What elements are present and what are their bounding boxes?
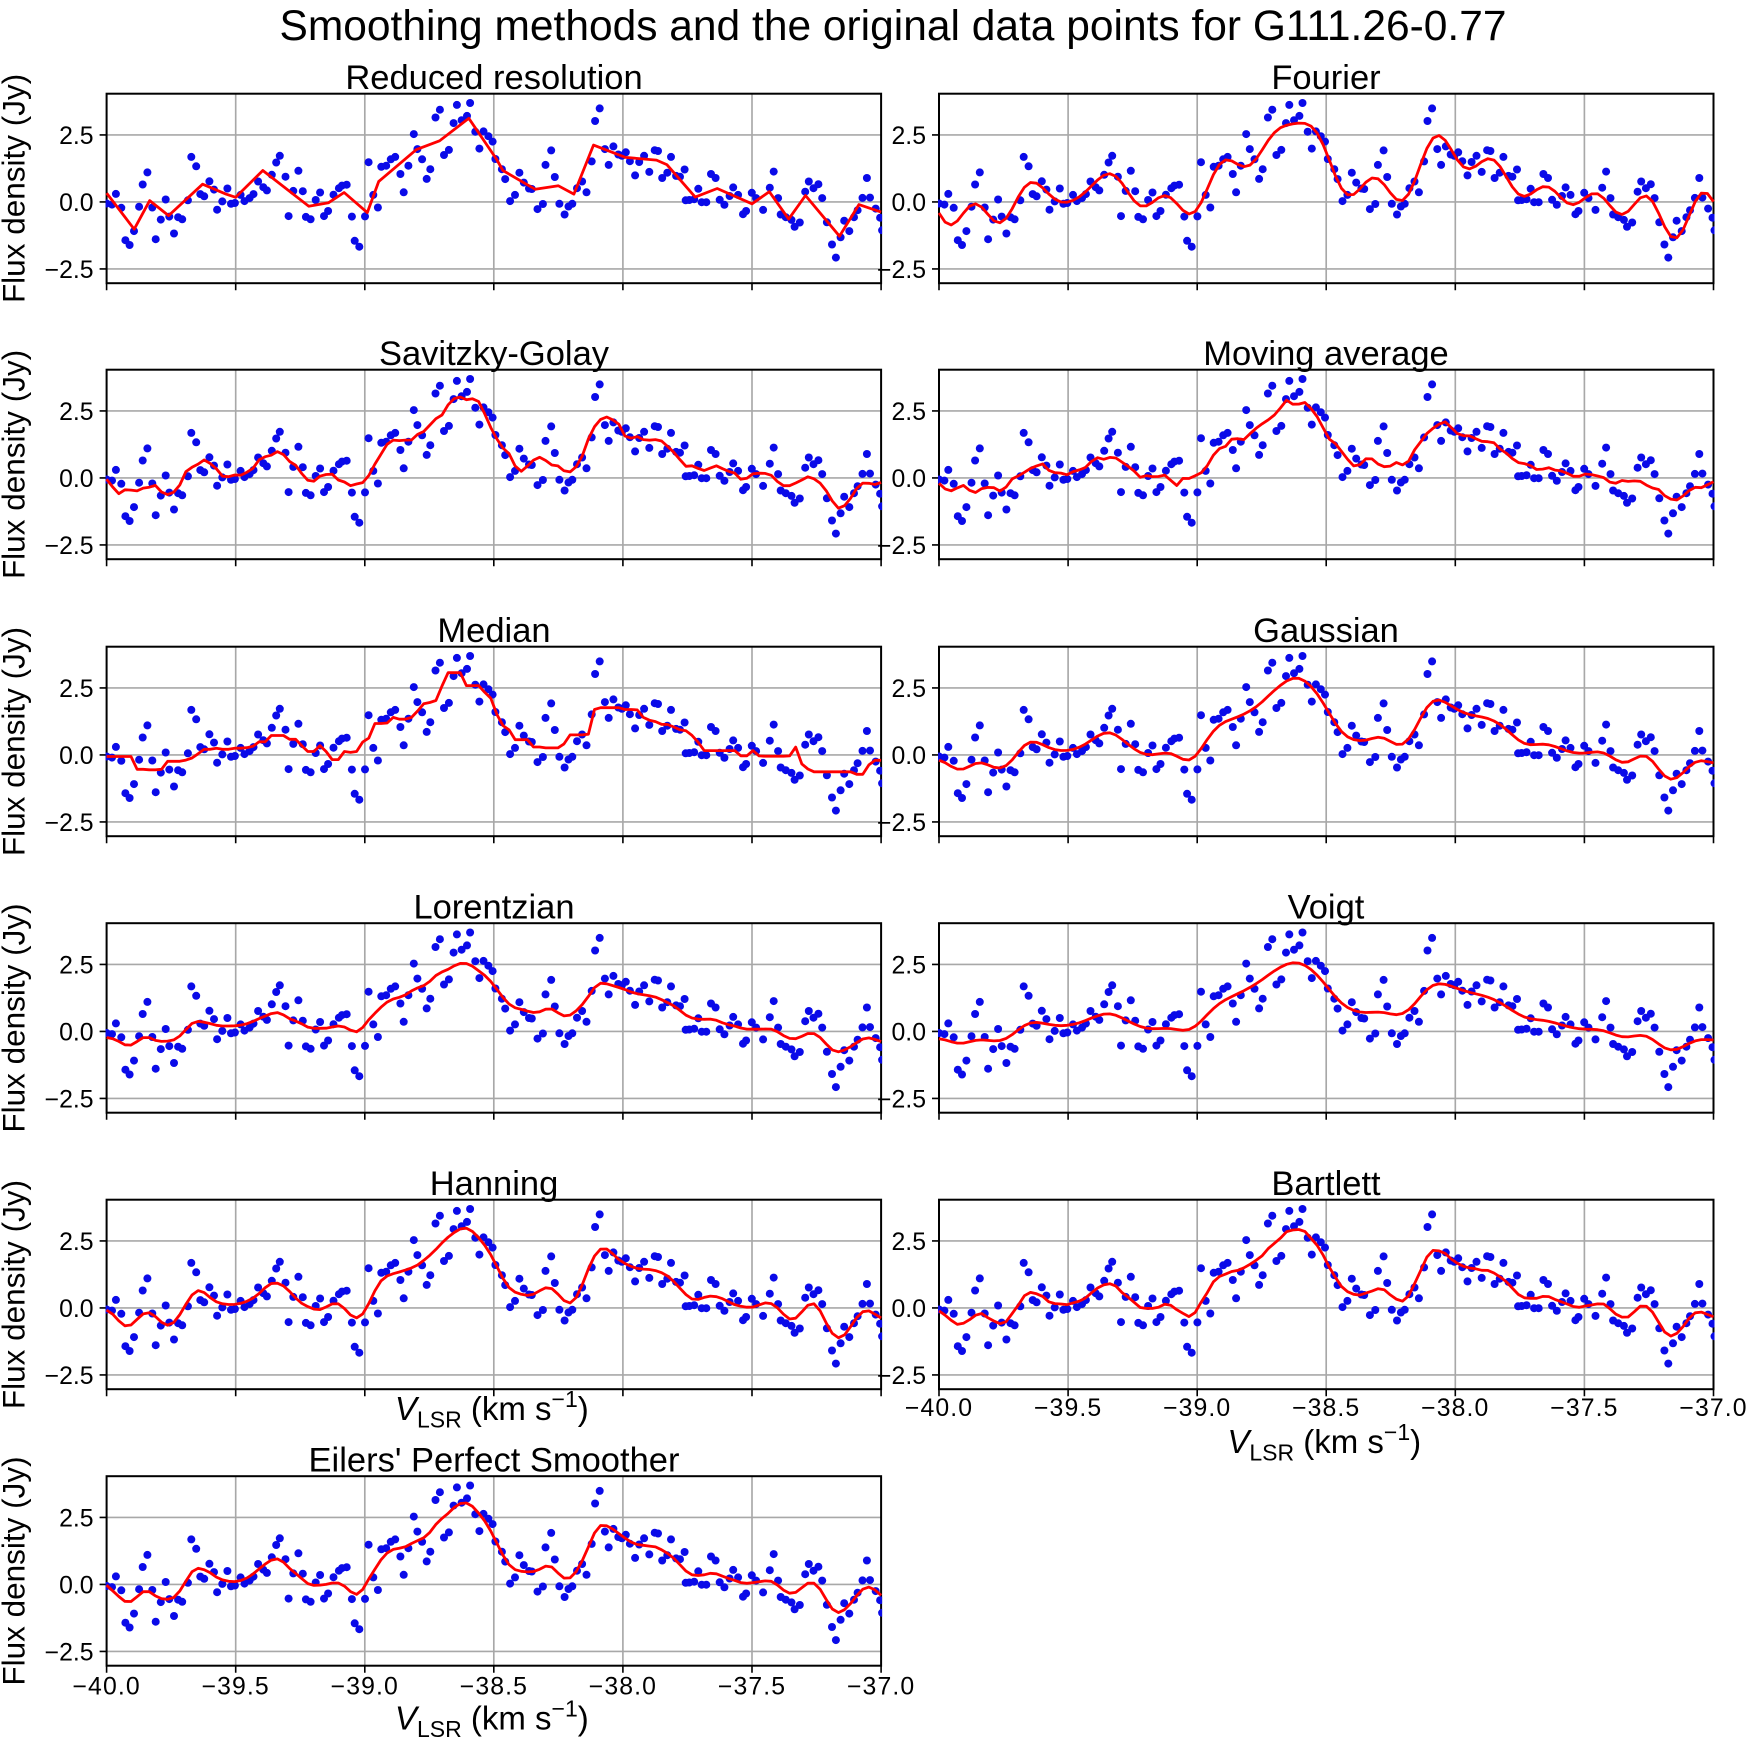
svg-text:−37.5: −37.5 bbox=[718, 1674, 786, 1701]
svg-text:VLSR (km s−1): VLSR (km s−1) bbox=[1227, 1419, 1421, 1466]
svg-text:−2.5: −2.5 bbox=[877, 810, 926, 837]
svg-text:−37.0: −37.0 bbox=[1679, 1395, 1747, 1422]
svg-text:0.0: 0.0 bbox=[892, 1020, 926, 1047]
svg-text:2.5: 2.5 bbox=[59, 1506, 93, 1533]
svg-text:−37.5: −37.5 bbox=[1550, 1395, 1618, 1422]
svg-text:2.5: 2.5 bbox=[59, 1229, 93, 1256]
svg-text:0.0: 0.0 bbox=[59, 1296, 93, 1323]
svg-text:−38.0: −38.0 bbox=[589, 1674, 657, 1701]
svg-text:Flux density (Jy): Flux density (Jy) bbox=[0, 350, 32, 579]
svg-text:−2.5: −2.5 bbox=[45, 257, 94, 284]
svg-text:−38.0: −38.0 bbox=[1421, 1395, 1489, 1422]
svg-text:0.0: 0.0 bbox=[59, 466, 93, 493]
svg-text:Hanning: Hanning bbox=[430, 1165, 559, 1203]
svg-text:2.5: 2.5 bbox=[892, 676, 926, 703]
svg-text:Flux density (Jy): Flux density (Jy) bbox=[0, 903, 32, 1132]
svg-text:VLSR (km s−1): VLSR (km s−1) bbox=[395, 1386, 589, 1433]
svg-text:Savitzky-Golay: Savitzky-Golay bbox=[379, 335, 610, 373]
svg-text:−2.5: −2.5 bbox=[45, 810, 94, 837]
svg-text:−2.5: −2.5 bbox=[877, 257, 926, 284]
svg-text:2.5: 2.5 bbox=[892, 399, 926, 426]
svg-text:−39.0: −39.0 bbox=[1163, 1395, 1231, 1422]
svg-text:−39.5: −39.5 bbox=[1034, 1395, 1102, 1422]
svg-text:2.5: 2.5 bbox=[59, 953, 93, 980]
svg-text:−37.0: −37.0 bbox=[847, 1674, 915, 1701]
svg-text:−38.5: −38.5 bbox=[1292, 1395, 1360, 1422]
svg-text:VLSR (km s−1): VLSR (km s−1) bbox=[395, 1696, 589, 1737]
svg-text:−2.5: −2.5 bbox=[45, 533, 94, 560]
svg-text:2.5: 2.5 bbox=[59, 399, 93, 426]
svg-text:2.5: 2.5 bbox=[892, 123, 926, 150]
svg-text:0.0: 0.0 bbox=[59, 1020, 93, 1047]
svg-text:Eilers' Perfect Smoother: Eilers' Perfect Smoother bbox=[309, 1441, 680, 1479]
svg-text:0.0: 0.0 bbox=[892, 190, 926, 217]
svg-text:Bartlett: Bartlett bbox=[1271, 1165, 1381, 1203]
svg-text:Smoothing methods and the orig: Smoothing methods and the original data … bbox=[279, 3, 1506, 50]
svg-text:2.5: 2.5 bbox=[59, 123, 93, 150]
svg-text:2.5: 2.5 bbox=[892, 953, 926, 980]
svg-text:0.0: 0.0 bbox=[892, 466, 926, 493]
svg-text:2.5: 2.5 bbox=[59, 676, 93, 703]
svg-text:0.0: 0.0 bbox=[892, 1296, 926, 1323]
svg-text:Fourier: Fourier bbox=[1271, 59, 1380, 97]
svg-text:Flux density (Jy): Flux density (Jy) bbox=[0, 627, 32, 856]
svg-text:Moving average: Moving average bbox=[1203, 335, 1448, 373]
svg-text:Gaussian: Gaussian bbox=[1253, 612, 1399, 650]
svg-text:−2.5: −2.5 bbox=[877, 1363, 926, 1390]
svg-text:−40.0: −40.0 bbox=[905, 1395, 973, 1422]
svg-text:−40.0: −40.0 bbox=[72, 1674, 140, 1701]
svg-text:Voigt: Voigt bbox=[1288, 888, 1365, 926]
svg-text:2.5: 2.5 bbox=[892, 1229, 926, 1256]
svg-text:Lorentzian: Lorentzian bbox=[413, 888, 574, 926]
svg-text:−2.5: −2.5 bbox=[45, 1640, 94, 1667]
svg-text:−2.5: −2.5 bbox=[877, 1087, 926, 1114]
svg-text:−2.5: −2.5 bbox=[877, 533, 926, 560]
svg-text:Reduced resolution: Reduced resolution bbox=[345, 59, 642, 97]
svg-text:−39.5: −39.5 bbox=[202, 1674, 270, 1701]
svg-text:Flux density (Jy): Flux density (Jy) bbox=[0, 74, 32, 303]
svg-text:−38.5: −38.5 bbox=[460, 1674, 528, 1701]
svg-text:−2.5: −2.5 bbox=[45, 1087, 94, 1114]
svg-text:Flux density (Jy): Flux density (Jy) bbox=[0, 1456, 32, 1685]
svg-text:Median: Median bbox=[437, 612, 550, 650]
svg-text:0.0: 0.0 bbox=[59, 1573, 93, 1600]
svg-text:−39.0: −39.0 bbox=[331, 1674, 399, 1701]
svg-text:0.0: 0.0 bbox=[59, 743, 93, 770]
svg-text:−2.5: −2.5 bbox=[45, 1363, 94, 1390]
svg-text:0.0: 0.0 bbox=[892, 743, 926, 770]
svg-text:0.0: 0.0 bbox=[59, 190, 93, 217]
svg-text:Flux density (Jy): Flux density (Jy) bbox=[0, 1180, 32, 1409]
